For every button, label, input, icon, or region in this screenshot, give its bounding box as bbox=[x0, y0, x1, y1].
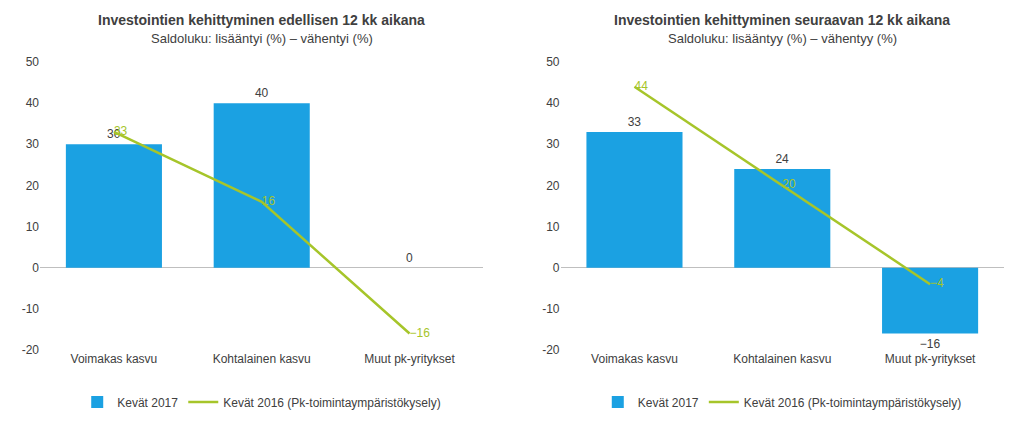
svg-text:30: 30 bbox=[107, 127, 121, 141]
svg-text:0: 0 bbox=[406, 251, 413, 265]
svg-text:Voimakas kasvu: Voimakas kasvu bbox=[591, 352, 678, 366]
svg-text:Saldoluku: lisääntyy (%) – väh: Saldoluku: lisääntyy (%) – vähentyy (%) bbox=[668, 31, 897, 46]
svg-text:10: 10 bbox=[546, 220, 560, 234]
svg-text:0: 0 bbox=[32, 261, 39, 275]
svg-text:Kohtalainen kasvu: Kohtalainen kasvu bbox=[213, 352, 311, 366]
svg-text:Kevät 2017: Kevät 2017 bbox=[638, 396, 699, 410]
svg-text:Voimakas kasvu: Voimakas kasvu bbox=[71, 352, 158, 366]
svg-text:30: 30 bbox=[26, 137, 40, 151]
svg-text:-10: -10 bbox=[22, 302, 40, 316]
svg-text:Muut pk-yritykset: Muut pk-yritykset bbox=[885, 352, 976, 366]
svg-text:10: 10 bbox=[26, 220, 40, 234]
svg-text:24: 24 bbox=[775, 152, 789, 166]
svg-text:-10: -10 bbox=[542, 302, 560, 316]
svg-text:Muut pk-yritykset: Muut pk-yritykset bbox=[364, 352, 455, 366]
svg-text:Investointien kehittyminen seu: Investointien kehittyminen seuraavan 12 … bbox=[614, 12, 950, 28]
svg-text:Kevät 2016 (Pk-toimintaympäris: Kevät 2016 (Pk-toimintaympäristökysely) bbox=[744, 396, 961, 410]
svg-text:Kevät 2016 (Pk-toimintaympäris: Kevät 2016 (Pk-toimintaympäristökysely) bbox=[223, 396, 440, 410]
svg-text:Kevät 2017: Kevät 2017 bbox=[117, 396, 178, 410]
svg-text:0: 0 bbox=[553, 261, 560, 275]
svg-text:40: 40 bbox=[26, 96, 40, 110]
svg-text:-20: -20 bbox=[542, 343, 560, 357]
svg-text:Saldoluku: lisääntyi (%) – väh: Saldoluku: lisääntyi (%) – vähentyi (%) bbox=[151, 31, 373, 46]
svg-text:44: 44 bbox=[634, 79, 648, 93]
svg-text:50: 50 bbox=[546, 55, 560, 69]
svg-text:50: 50 bbox=[26, 55, 40, 69]
svg-text:-20: -20 bbox=[22, 343, 40, 357]
svg-text:−16: −16 bbox=[410, 326, 431, 340]
svg-text:Investointien kehittyminen ede: Investointien kehittyminen edellisen 12 … bbox=[98, 12, 425, 28]
svg-text:Kohtalainen kasvu: Kohtalainen kasvu bbox=[733, 352, 831, 366]
svg-text:−16: −16 bbox=[920, 337, 941, 351]
svg-text:33: 33 bbox=[114, 124, 128, 138]
svg-text:20: 20 bbox=[546, 179, 560, 193]
svg-text:30: 30 bbox=[546, 137, 560, 151]
svg-text:40: 40 bbox=[546, 96, 560, 110]
svg-text:20: 20 bbox=[26, 179, 40, 193]
svg-text:40: 40 bbox=[255, 86, 269, 100]
svg-text:−4: −4 bbox=[930, 276, 944, 290]
svg-text:16: 16 bbox=[262, 194, 276, 208]
svg-text:20: 20 bbox=[782, 177, 796, 191]
svg-text:33: 33 bbox=[628, 115, 642, 129]
